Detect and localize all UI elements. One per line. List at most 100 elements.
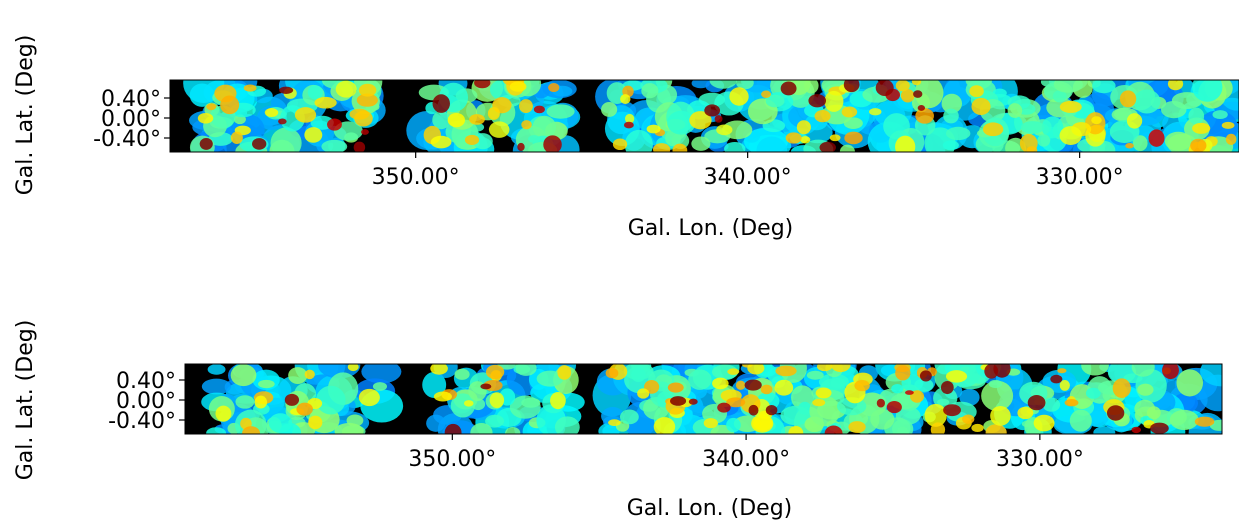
map-blob bbox=[945, 370, 968, 383]
map-blob bbox=[667, 110, 696, 135]
map-blob bbox=[875, 80, 894, 96]
map-blob bbox=[717, 402, 731, 413]
map-blob bbox=[765, 94, 785, 108]
y-tick-label: 0.40° bbox=[116, 369, 176, 394]
map-blob bbox=[546, 104, 575, 119]
map-blob bbox=[1200, 364, 1222, 387]
map-blob bbox=[372, 382, 387, 391]
map-blob bbox=[942, 140, 959, 150]
y-axis-label: Gal. Lat. (Deg) bbox=[13, 320, 38, 481]
map-blob bbox=[924, 403, 947, 427]
map-blob bbox=[284, 393, 300, 406]
map-blob bbox=[870, 408, 895, 430]
map-blob bbox=[814, 110, 831, 123]
map-blob bbox=[489, 392, 505, 409]
map-blob bbox=[220, 95, 240, 115]
map-blob bbox=[1064, 399, 1079, 407]
map-blob bbox=[1125, 142, 1134, 149]
map-blob bbox=[619, 409, 639, 425]
map-blob bbox=[886, 400, 902, 414]
map-blob bbox=[1148, 129, 1165, 147]
map-blob bbox=[1057, 368, 1067, 374]
map-blob bbox=[1161, 101, 1187, 119]
map-blob bbox=[532, 115, 557, 139]
map-blob bbox=[1059, 380, 1070, 391]
map-blob bbox=[242, 426, 260, 434]
map-blob bbox=[509, 81, 527, 92]
map-blob bbox=[550, 392, 566, 410]
map-blob bbox=[812, 398, 826, 407]
map-blob bbox=[891, 383, 904, 394]
axes-frame bbox=[169, 79, 1239, 153]
map-blob bbox=[726, 417, 741, 433]
map-blob bbox=[816, 364, 833, 372]
map-blob bbox=[984, 364, 999, 379]
map-blob bbox=[724, 141, 746, 152]
map-blob bbox=[1042, 397, 1061, 412]
map-blob bbox=[1050, 374, 1063, 384]
map-blob bbox=[971, 97, 991, 116]
map-blob bbox=[206, 103, 217, 111]
map-blob bbox=[744, 379, 762, 391]
map-image bbox=[170, 80, 1239, 152]
map-blob bbox=[712, 377, 729, 390]
map-blob bbox=[601, 102, 618, 117]
map-blob bbox=[1137, 383, 1154, 396]
map-blob bbox=[199, 137, 213, 150]
map-blob bbox=[353, 141, 366, 152]
map-blob bbox=[1069, 409, 1092, 432]
map-blob bbox=[230, 131, 243, 144]
map-blob bbox=[714, 115, 723, 123]
map-blob bbox=[278, 118, 287, 125]
x-tick-label: 330.00° bbox=[1036, 165, 1124, 190]
map-blob bbox=[1119, 90, 1137, 108]
map-blob bbox=[895, 80, 910, 92]
map-blob bbox=[824, 90, 844, 112]
map-blob bbox=[485, 414, 505, 428]
map-blob bbox=[304, 127, 323, 143]
map-blob bbox=[624, 113, 635, 124]
map-blob bbox=[774, 379, 794, 396]
map-blob bbox=[796, 120, 811, 135]
map-blob bbox=[959, 388, 980, 406]
map-blob bbox=[1192, 80, 1223, 102]
map-blob bbox=[1041, 116, 1064, 139]
map-blob bbox=[729, 87, 749, 106]
map-blob bbox=[930, 422, 946, 434]
map-blob bbox=[1037, 134, 1051, 147]
map-blob bbox=[829, 134, 841, 142]
map-blob bbox=[548, 83, 560, 93]
map-blob bbox=[1146, 406, 1161, 420]
map-blob bbox=[1133, 89, 1161, 114]
map-blob bbox=[432, 110, 451, 130]
map-blob bbox=[620, 94, 631, 104]
map-blob bbox=[432, 94, 450, 113]
map-blob bbox=[602, 424, 620, 434]
map-blob bbox=[722, 120, 753, 140]
map-blob bbox=[258, 379, 275, 389]
map-blob bbox=[554, 416, 580, 434]
y-tick-label: -0.40° bbox=[93, 127, 161, 152]
map-blob bbox=[279, 86, 294, 94]
map-blob bbox=[268, 413, 293, 433]
map-blob bbox=[207, 364, 226, 375]
map-blob bbox=[347, 364, 359, 372]
map-blob bbox=[785, 132, 802, 144]
map-blob bbox=[703, 418, 718, 429]
map-blob bbox=[869, 108, 882, 116]
x-tick-label: 350.00° bbox=[372, 165, 460, 190]
map-blob bbox=[646, 124, 661, 134]
map-blob bbox=[1059, 100, 1082, 113]
map-blob bbox=[839, 144, 855, 152]
map-image bbox=[185, 364, 1222, 434]
map-blob bbox=[990, 405, 1011, 426]
map-blob bbox=[334, 422, 364, 434]
map-blob bbox=[422, 371, 447, 398]
map-blob bbox=[487, 107, 500, 120]
map-blob bbox=[780, 81, 797, 96]
map-blob bbox=[653, 417, 676, 434]
map-blob bbox=[426, 414, 446, 432]
map-blob bbox=[294, 107, 317, 123]
map-blob bbox=[450, 393, 476, 418]
